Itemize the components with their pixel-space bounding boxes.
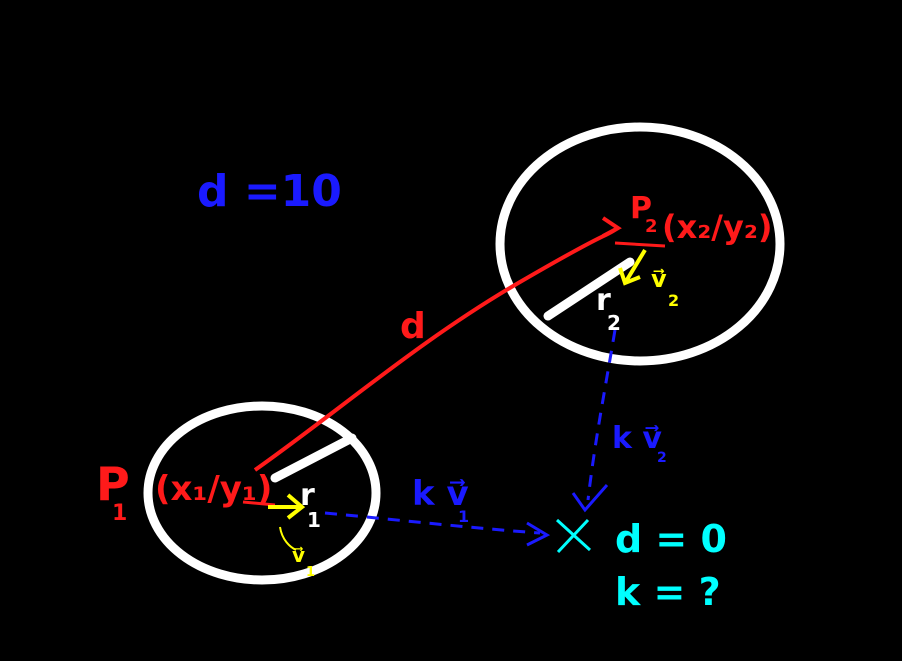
velocity-1-arrow [268, 493, 306, 520]
radius-1-line [270, 433, 357, 483]
kv1-label: k v⃗ [412, 474, 469, 514]
circle-1 [143, 401, 381, 585]
projection-2-arrowhead [571, 484, 609, 513]
d-edge-label: d [400, 306, 426, 347]
velocity-1-stub [279, 526, 297, 551]
p1-letter: P [96, 457, 130, 511]
r1-label: r [300, 478, 315, 513]
r2-subscript: 2 [607, 311, 621, 335]
projection-1-path [324, 511, 541, 535]
p1-tick [242, 500, 276, 507]
p2-coords: (x₂/y₂) [662, 208, 772, 246]
velocity-2-arrow [618, 248, 647, 286]
projection-1-arrowhead [526, 521, 551, 547]
v2-subscript: 2 [668, 291, 679, 310]
kv2-subscript: 2 [657, 450, 667, 466]
p1-subscript: 1 [112, 501, 127, 526]
distance-arrowhead [601, 216, 622, 238]
v2-label: v⃗ [651, 265, 667, 293]
r2-label: r [596, 283, 611, 318]
v1-label: v⃗ [292, 543, 305, 567]
p1-coords: (x₁/y₁) [155, 469, 272, 509]
r1-subscript: 1 [307, 508, 321, 532]
result-k: k = ? [615, 570, 721, 614]
result-d: d = 0 [615, 517, 727, 561]
kv1-subscript: 1 [458, 507, 469, 526]
circle-2 [495, 122, 785, 366]
distance-line [253, 226, 620, 472]
p2-letter: P [630, 191, 652, 226]
v1-subscript: 1 [306, 565, 315, 580]
p2-tick [614, 241, 666, 248]
kv2-label: k v⃗ [612, 421, 662, 456]
collision-mark [555, 518, 592, 554]
radius-2-line [543, 257, 635, 321]
d-value-label: d =10 [197, 166, 342, 217]
projection-2-path [586, 329, 617, 501]
p2-subscript: 2 [645, 216, 658, 237]
